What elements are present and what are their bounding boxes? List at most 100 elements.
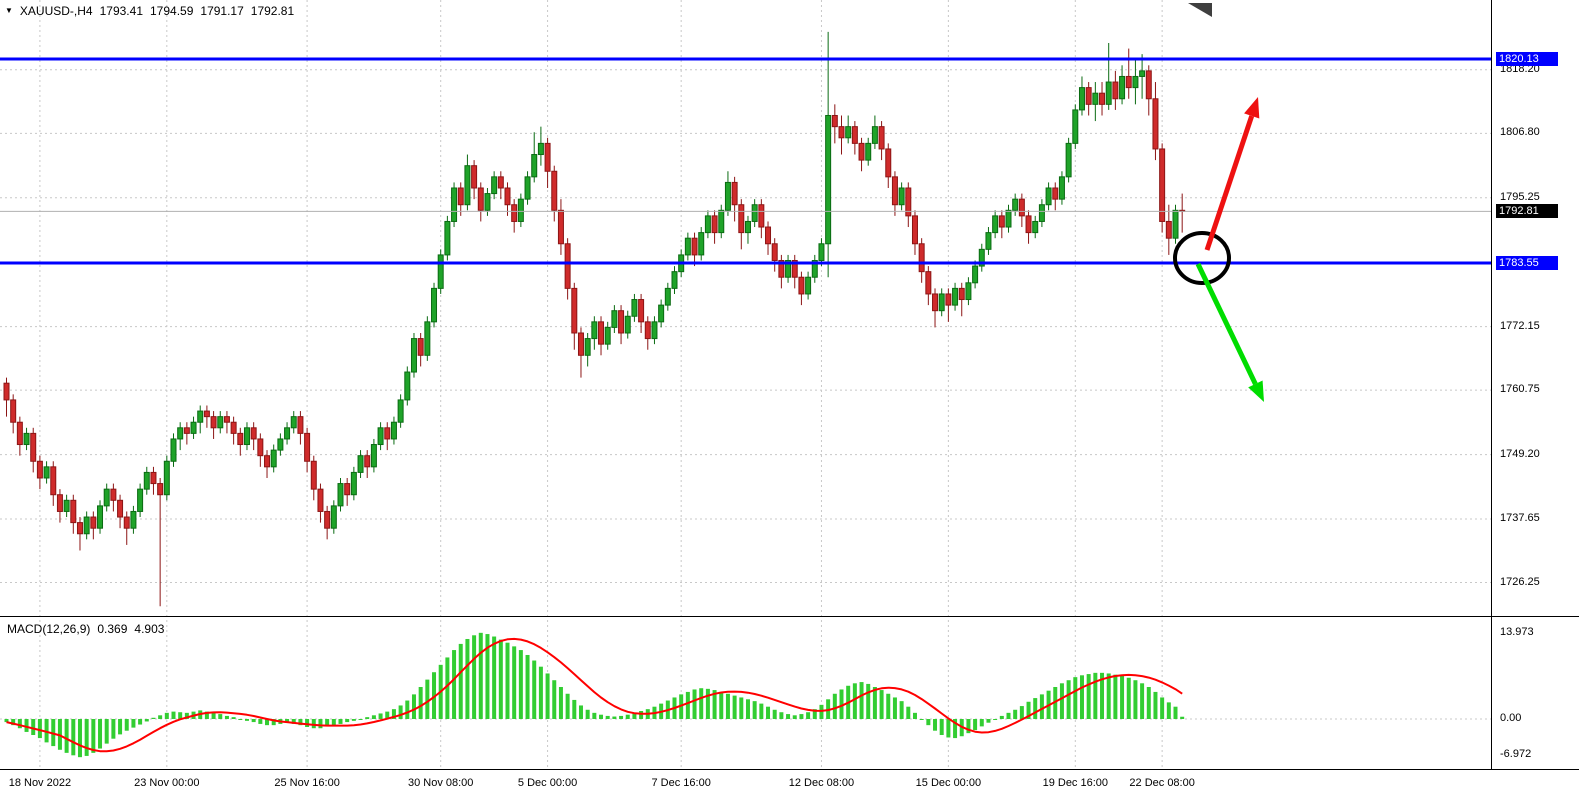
candle-body xyxy=(237,432,244,446)
macd-histogram-bar xyxy=(933,719,938,731)
macd-histogram-bar xyxy=(632,712,637,719)
macd-histogram-bar xyxy=(265,719,270,726)
candle-body xyxy=(638,299,645,323)
candle-body xyxy=(197,410,204,423)
macd-histogram-bar xyxy=(799,714,804,719)
macd-histogram-bar xyxy=(592,712,597,719)
candle-body xyxy=(938,293,945,312)
macd-histogram-bar xyxy=(759,703,764,719)
candle-body xyxy=(377,427,384,446)
macd-histogram-bar xyxy=(585,709,590,719)
candle-body xyxy=(925,271,932,295)
candle-body xyxy=(464,165,471,206)
macd-histogram-bar xyxy=(405,700,410,719)
candle-body xyxy=(885,148,892,178)
bearish-arrow-head-icon[interactable] xyxy=(1248,380,1264,403)
macd-histogram-bar xyxy=(238,719,243,720)
candle-body xyxy=(978,248,985,267)
candle-body xyxy=(130,510,137,529)
candle-body xyxy=(437,254,444,289)
macd-histogram-bar xyxy=(251,719,256,723)
macd-histogram-bar xyxy=(318,719,323,729)
candle-body xyxy=(591,321,598,340)
candle-body xyxy=(451,187,458,222)
candle-body xyxy=(444,220,451,256)
candle-body xyxy=(557,209,564,245)
highlight-circle[interactable] xyxy=(1173,231,1231,285)
candle-body xyxy=(611,310,618,328)
macd-histogram-bar xyxy=(285,719,290,723)
candle-body xyxy=(284,427,291,440)
macd-histogram-bar xyxy=(999,715,1004,719)
macd-histogram-bar xyxy=(178,712,183,719)
symbol-dropdown-icon[interactable]: ▼ xyxy=(5,6,13,15)
bullish-arrow[interactable] xyxy=(1204,115,1255,251)
macd-histogram-bar xyxy=(993,719,998,720)
candle-body xyxy=(965,282,972,301)
macd-histogram-bar xyxy=(345,719,350,723)
macd-histogram-bar xyxy=(786,714,791,719)
candle-body xyxy=(985,232,992,250)
candle-body xyxy=(56,494,63,512)
candle-body xyxy=(905,187,912,217)
macd-histogram-bar xyxy=(378,713,383,719)
chart-shift-marker-icon[interactable] xyxy=(1188,3,1212,17)
macd-histogram-bar xyxy=(385,711,390,719)
candle-body xyxy=(1119,75,1126,100)
candle-body xyxy=(1105,81,1112,105)
candle-body xyxy=(684,237,691,256)
candle-body xyxy=(50,466,57,496)
candle-body xyxy=(992,215,999,234)
macd-histogram-bar xyxy=(1053,686,1058,719)
candle-body xyxy=(230,421,237,434)
macd-histogram-bar xyxy=(1059,683,1064,719)
macd-histogram-bar xyxy=(966,719,971,734)
candle-body xyxy=(457,187,464,206)
macd-histogram-bar xyxy=(1160,697,1165,719)
candle-body xyxy=(317,488,324,512)
macd-signal-line xyxy=(6,637,1183,753)
macd-histogram-bar xyxy=(458,643,463,719)
macd-histogram-bar xyxy=(104,719,109,744)
candle-body xyxy=(177,427,184,440)
candle-body xyxy=(544,142,551,172)
macd-histogram-bar xyxy=(204,711,209,719)
macd-histogram-bar xyxy=(872,686,877,719)
macd-histogram-bar xyxy=(532,660,537,719)
macd-histogram-bar xyxy=(71,719,76,756)
candle-body xyxy=(778,259,785,278)
macd-histogram-bar xyxy=(17,719,22,729)
macd-histogram-bar xyxy=(1140,683,1145,719)
macd-histogram-bar xyxy=(625,714,630,719)
candle-body xyxy=(1125,75,1132,89)
macd-histogram-bar xyxy=(599,714,604,719)
candle-body xyxy=(123,516,130,529)
macd-histogram-bar xyxy=(852,683,857,719)
candle-body xyxy=(10,399,17,423)
macd-histogram-bar xyxy=(1093,672,1098,719)
candle-body xyxy=(1005,209,1012,228)
macd-histogram-bar xyxy=(639,710,644,719)
candle-body xyxy=(203,410,210,418)
ohlc-open-value: 1793.41 xyxy=(99,4,143,18)
candle-body xyxy=(771,243,778,261)
candle-body xyxy=(170,438,177,462)
macd-histogram-bar xyxy=(432,672,437,719)
candle-body xyxy=(537,142,544,156)
candle-body xyxy=(504,187,511,206)
macd-histogram-bar xyxy=(819,704,824,719)
macd-histogram-bar xyxy=(1019,706,1024,719)
bullish-arrow-head-icon[interactable] xyxy=(1244,97,1260,119)
candle-body xyxy=(765,226,772,245)
candle-body xyxy=(424,321,431,356)
candle-body xyxy=(651,321,658,340)
candle-body xyxy=(1032,220,1039,234)
macd-histogram-bar xyxy=(418,686,423,719)
macd-histogram-bar xyxy=(1106,673,1111,719)
macd-histogram-bar xyxy=(612,716,617,719)
macd-histogram-bar xyxy=(832,693,837,719)
macd-histogram-bar xyxy=(899,701,904,719)
macd-histogram-bar xyxy=(131,719,136,728)
macd-histogram-bar xyxy=(699,688,704,719)
bearish-arrow[interactable] xyxy=(1195,262,1258,386)
